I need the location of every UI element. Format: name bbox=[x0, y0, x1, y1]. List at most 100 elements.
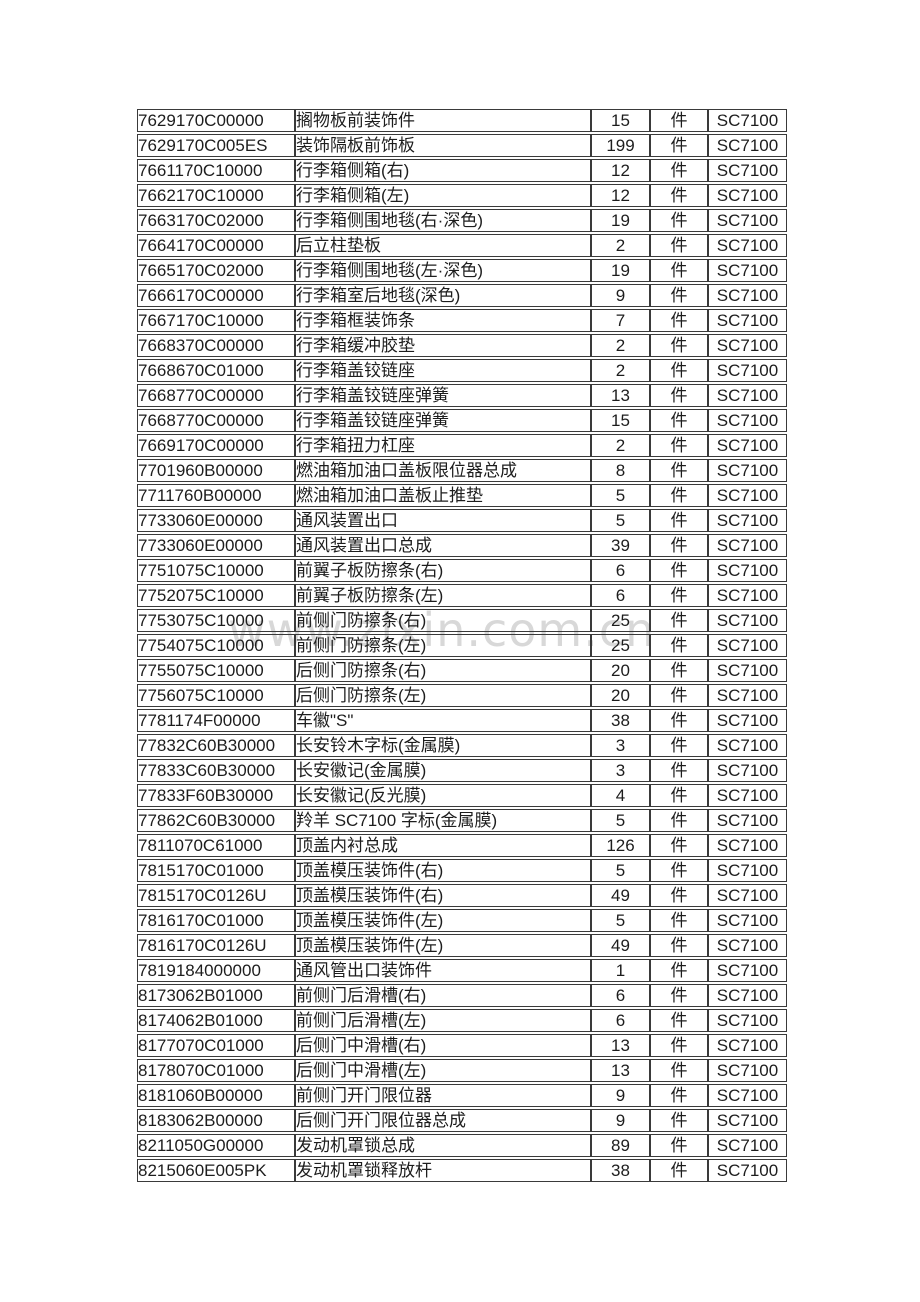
cell-description: 行李箱盖铰链座 bbox=[295, 359, 591, 382]
cell-quantity: 3 bbox=[591, 734, 650, 757]
cell-description: 行李箱室后地毯(深色) bbox=[295, 284, 591, 307]
cell-quantity: 6 bbox=[591, 1009, 650, 1032]
cell-quantity: 12 bbox=[591, 159, 650, 182]
cell-model: SC7100 bbox=[708, 859, 787, 882]
table-row: 8215060E005PK 发动机罩锁释放杆 38 件 SC7100 bbox=[137, 1159, 787, 1182]
cell-description: 长安铃木字标(金属膜) bbox=[295, 734, 591, 757]
cell-part_number: 7668370C00000 bbox=[137, 334, 295, 357]
cell-quantity: 6 bbox=[591, 584, 650, 607]
cell-model: SC7100 bbox=[708, 309, 787, 332]
table-row: 8181060B00000 前侧门开门限位器 9 件 SC7100 bbox=[137, 1084, 787, 1107]
table-row: 7751075C10000 前翼子板防擦条(右) 6 件 SC7100 bbox=[137, 559, 787, 582]
cell-unit: 件 bbox=[650, 409, 708, 432]
cell-unit: 件 bbox=[650, 1084, 708, 1107]
cell-unit: 件 bbox=[650, 809, 708, 832]
cell-unit: 件 bbox=[650, 359, 708, 382]
cell-quantity: 25 bbox=[591, 634, 650, 657]
cell-model: SC7100 bbox=[708, 134, 787, 157]
cell-part_number: 8174062B01000 bbox=[137, 1009, 295, 1032]
cell-unit: 件 bbox=[650, 1109, 708, 1132]
table-row: 77832C60B30000 长安铃木字标(金属膜) 3 件 SC7100 bbox=[137, 734, 787, 757]
cell-unit: 件 bbox=[650, 309, 708, 332]
cell-unit: 件 bbox=[650, 659, 708, 682]
cell-description: 行李箱盖铰链座弹簧 bbox=[295, 409, 591, 432]
table-row: 7629170C00000 搁物板前装饰件 15 件 SC7100 bbox=[137, 109, 787, 132]
cell-part_number: 7753075C10000 bbox=[137, 609, 295, 632]
cell-quantity: 5 bbox=[591, 509, 650, 532]
cell-quantity: 13 bbox=[591, 1059, 650, 1082]
cell-unit: 件 bbox=[650, 709, 708, 732]
cell-part_number: 7662170C10000 bbox=[137, 184, 295, 207]
cell-part_number: 7815170C0126U bbox=[137, 884, 295, 907]
table-row: 7661170C10000 行李箱侧箱(右) 12 件 SC7100 bbox=[137, 159, 787, 182]
cell-description: 顶盖模压装饰件(右) bbox=[295, 859, 591, 882]
cell-part_number: 7819184000000 bbox=[137, 959, 295, 982]
cell-description: 前侧门后滑槽(左) bbox=[295, 1009, 591, 1032]
cell-model: SC7100 bbox=[708, 234, 787, 257]
table-row: 7664170C00000 后立柱垫板 2 件 SC7100 bbox=[137, 234, 787, 257]
cell-unit: 件 bbox=[650, 184, 708, 207]
cell-description: 前侧门后滑槽(右) bbox=[295, 984, 591, 1007]
cell-model: SC7100 bbox=[708, 1109, 787, 1132]
cell-unit: 件 bbox=[650, 584, 708, 607]
cell-unit: 件 bbox=[650, 234, 708, 257]
cell-model: SC7100 bbox=[708, 1159, 787, 1182]
table-row: 77862C60B30000 羚羊 SC7100 字标(金属膜) 5 件 SC7100 bbox=[137, 809, 787, 832]
cell-part_number: 7664170C00000 bbox=[137, 234, 295, 257]
cell-model: SC7100 bbox=[708, 909, 787, 932]
cell-quantity: 5 bbox=[591, 909, 650, 932]
table-row: 7754075C10000 前侧门防擦条(左) 25 件 SC7100 bbox=[137, 634, 787, 657]
cell-description: 前翼子板防擦条(右) bbox=[295, 559, 591, 582]
table-row: 77833C60B30000 长安徽记(金属膜) 3 件 SC7100 bbox=[137, 759, 787, 782]
cell-unit: 件 bbox=[650, 734, 708, 757]
cell-part_number: 7669170C00000 bbox=[137, 434, 295, 457]
cell-unit: 件 bbox=[650, 909, 708, 932]
cell-quantity: 13 bbox=[591, 384, 650, 407]
cell-quantity: 8 bbox=[591, 459, 650, 482]
cell-part_number: 7701960B00000 bbox=[137, 459, 295, 482]
cell-quantity: 38 bbox=[591, 709, 650, 732]
cell-model: SC7100 bbox=[708, 334, 787, 357]
cell-part_number: 8181060B00000 bbox=[137, 1084, 295, 1107]
cell-description: 通风装置出口总成 bbox=[295, 534, 591, 557]
cell-quantity: 2 bbox=[591, 234, 650, 257]
cell-description: 行李箱侧围地毯(左·深色) bbox=[295, 259, 591, 282]
cell-model: SC7100 bbox=[708, 434, 787, 457]
cell-model: SC7100 bbox=[708, 809, 787, 832]
table-row: 7752075C10000 前翼子板防擦条(左) 6 件 SC7100 bbox=[137, 584, 787, 607]
cell-unit: 件 bbox=[650, 884, 708, 907]
cell-unit: 件 bbox=[650, 534, 708, 557]
cell-quantity: 7 bbox=[591, 309, 650, 332]
cell-part_number: 7711760B00000 bbox=[137, 484, 295, 507]
cell-quantity: 9 bbox=[591, 1109, 650, 1132]
cell-part_number: 7668670C01000 bbox=[137, 359, 295, 382]
cell-unit: 件 bbox=[650, 609, 708, 632]
cell-unit: 件 bbox=[650, 334, 708, 357]
cell-quantity: 126 bbox=[591, 834, 650, 857]
cell-model: SC7100 bbox=[708, 959, 787, 982]
cell-description: 顶盖模压装饰件(左) bbox=[295, 909, 591, 932]
cell-quantity: 199 bbox=[591, 134, 650, 157]
table-row: 7665170C02000 行李箱侧围地毯(左·深色) 19 件 SC7100 bbox=[137, 259, 787, 282]
cell-part_number: 7754075C10000 bbox=[137, 634, 295, 657]
cell-quantity: 2 bbox=[591, 359, 650, 382]
cell-part_number: 7629170C005ES bbox=[137, 134, 295, 157]
cell-model: SC7100 bbox=[708, 834, 787, 857]
cell-description: 前侧门防擦条(左) bbox=[295, 634, 591, 657]
table-row: 7662170C10000 行李箱侧箱(左) 12 件 SC7100 bbox=[137, 184, 787, 207]
cell-unit: 件 bbox=[650, 384, 708, 407]
cell-model: SC7100 bbox=[708, 1134, 787, 1157]
cell-model: SC7100 bbox=[708, 484, 787, 507]
cell-part_number: 7733060E00000 bbox=[137, 509, 295, 532]
cell-model: SC7100 bbox=[708, 709, 787, 732]
cell-model: SC7100 bbox=[708, 759, 787, 782]
cell-unit: 件 bbox=[650, 559, 708, 582]
cell-unit: 件 bbox=[650, 1159, 708, 1182]
cell-description: 前侧门开门限位器 bbox=[295, 1084, 591, 1107]
cell-quantity: 5 bbox=[591, 809, 650, 832]
cell-unit: 件 bbox=[650, 509, 708, 532]
cell-model: SC7100 bbox=[708, 659, 787, 682]
cell-quantity: 1 bbox=[591, 959, 650, 982]
table-row: 7811070C61000 顶盖内衬总成 126 件 SC7100 bbox=[137, 834, 787, 857]
